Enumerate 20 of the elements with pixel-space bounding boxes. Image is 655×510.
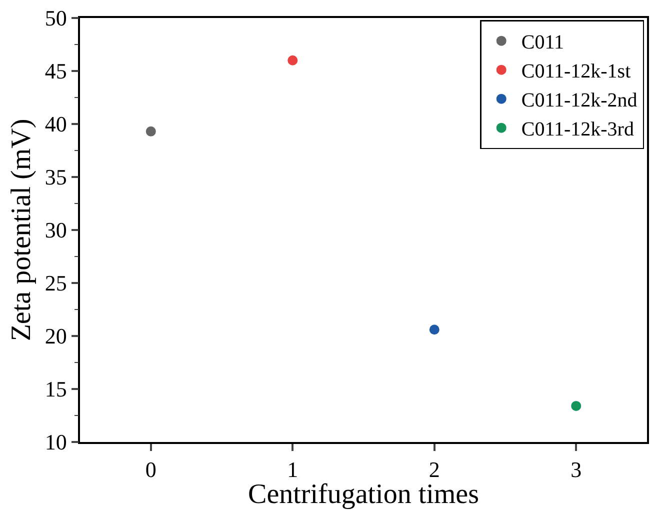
x-tick-label: 0	[145, 457, 156, 482]
legend-label: C011-12k-2nd	[521, 90, 638, 112]
y-tick-label: 40	[44, 112, 67, 137]
point	[429, 324, 440, 335]
y-tick-label: 10	[44, 430, 67, 455]
legend-label: C011-12k-1st	[521, 60, 632, 83]
legend-label: C011	[521, 32, 564, 54]
point	[146, 126, 156, 136]
y-tick-label: 25	[44, 270, 67, 296]
y-axis-title: Zeta potential (mV)	[6, 118, 38, 342]
y-tick-label: 35	[44, 164, 67, 190]
x-tick-label: 3	[570, 457, 582, 482]
legend-label: C011-12k-3rd	[521, 118, 634, 141]
y-tick-label: 20	[44, 324, 67, 349]
y-tick-label: 50	[44, 6, 67, 31]
y-tick-label: 45	[44, 58, 67, 84]
point	[571, 400, 582, 411]
y-tick-label: 15	[44, 376, 67, 402]
point	[288, 55, 298, 66]
y-tick-label: 30	[44, 218, 67, 243]
